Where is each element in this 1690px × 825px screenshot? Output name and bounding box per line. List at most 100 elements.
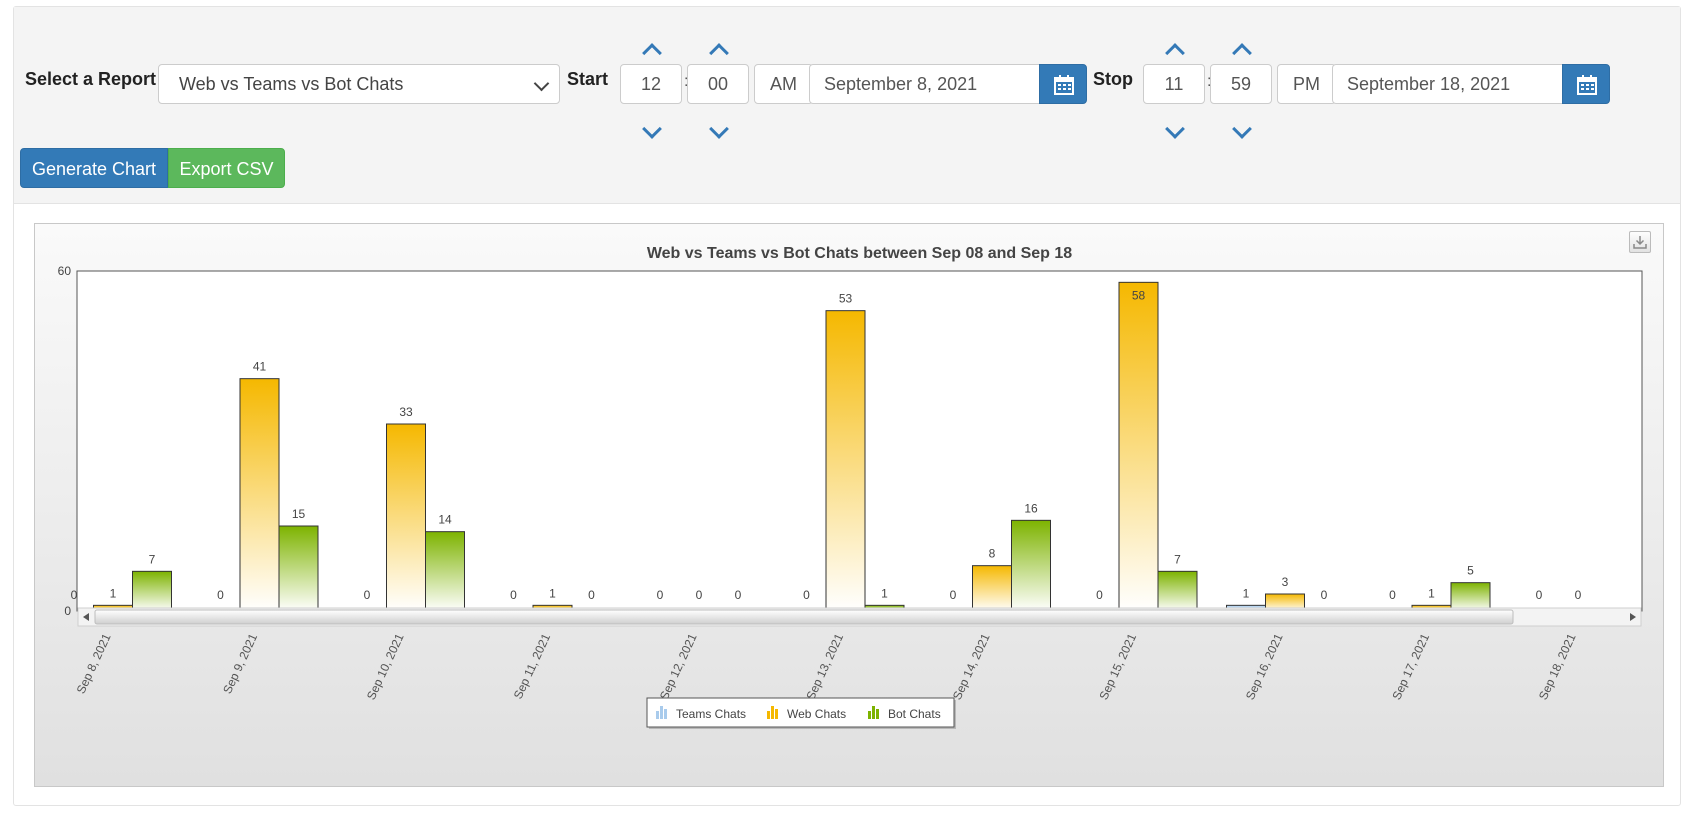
y-tick-label: 0 (64, 604, 71, 618)
x-tick-label: Sep 12, 2021 (657, 631, 700, 702)
legend-icon-bot-chats (876, 709, 879, 719)
data-label: 7 (1174, 552, 1181, 566)
download-icon (1633, 236, 1647, 249)
data-label: 14 (438, 513, 452, 527)
start-hour-up-icon[interactable] (642, 43, 662, 63)
stop-minute-up-icon[interactable] (1232, 43, 1252, 63)
report-select-value: Web vs Teams vs Bot Chats (179, 74, 404, 94)
export-csv-button[interactable]: Export CSV (168, 148, 285, 188)
data-label: 53 (839, 292, 853, 306)
x-tick-label: Sep 13, 2021 (803, 631, 846, 702)
bar-bot-chats (132, 570, 172, 612)
bar-bot-chats (278, 525, 319, 612)
legend-icon-bot-chats (872, 706, 875, 719)
stop-ampm-toggle[interactable]: PM (1277, 64, 1336, 104)
stop-hour-up-icon[interactable] (1165, 43, 1185, 63)
chart-title: Web vs Teams vs Bot Chats between Sep 08… (647, 245, 1072, 262)
bar-web-chats (1118, 281, 1159, 612)
legend-icon-web-chats (771, 706, 774, 719)
generate-chart-button[interactable]: Generate Chart (20, 148, 168, 188)
scrollbar-thumb (94, 609, 1514, 625)
data-label: 0 (1575, 588, 1582, 602)
report-controls: Select a Report Web vs Teams vs Bot Chat… (14, 7, 1680, 204)
chevron-down-icon (533, 75, 550, 92)
data-label: 8 (989, 547, 996, 561)
data-label: 0 (657, 588, 664, 602)
x-tick-label: Sep 8, 2021 (74, 631, 114, 696)
select-report-label: Select a Report (25, 69, 157, 89)
x-tick-label: Sep 11, 2021 (511, 631, 554, 701)
start-date-input[interactable]: September 8, 2021 (809, 64, 1045, 104)
scroll-right-icon (1630, 613, 1636, 621)
bar-bot-chats (1450, 582, 1491, 612)
chart-container: Web vs Teams vs Bot Chats between Sep 08… (34, 223, 1664, 787)
x-tick-label: Sep 10, 2021 (364, 631, 407, 702)
data-label: 0 (803, 588, 810, 602)
report-select[interactable]: Web vs Teams vs Bot Chats (158, 64, 560, 104)
data-label: 0 (364, 588, 371, 602)
bar-web-chats (825, 310, 866, 612)
chart-download-button[interactable] (1629, 231, 1651, 253)
legend-icon-web-chats (775, 709, 778, 719)
data-label: 7 (149, 552, 156, 566)
data-label: 3 (1282, 575, 1289, 589)
bar-bot-chats (425, 531, 465, 612)
data-label: 0 (696, 588, 703, 602)
data-label: 0 (735, 588, 742, 602)
data-label: 15 (292, 507, 306, 521)
bar-chart: Web vs Teams vs Bot Chats between Sep 08… (58, 245, 1643, 729)
data-label: 0 (1321, 588, 1328, 602)
stop-minute-down-icon[interactable] (1232, 119, 1252, 139)
data-label: 0 (1096, 588, 1103, 602)
x-tick-label: Sep 17, 2021 (1389, 631, 1432, 702)
bar-bot-chats (1157, 570, 1198, 612)
stop-hour-down-icon[interactable] (1165, 119, 1185, 139)
stop-calendar-button[interactable] (1562, 64, 1610, 104)
stop-label: Stop (1093, 69, 1133, 89)
y-tick-label: 60 (58, 264, 72, 278)
data-label: 0 (217, 588, 224, 602)
bar-web-chats (386, 423, 426, 612)
stop-hour-input[interactable]: 11 (1143, 64, 1205, 104)
data-label: 1 (549, 586, 556, 600)
scroll-left-icon (81, 613, 89, 621)
start-label: Start (567, 69, 609, 89)
data-label: 0 (588, 588, 595, 602)
data-label: 5 (1467, 564, 1474, 578)
legend-box (646, 697, 955, 728)
start-minute-up-icon[interactable] (709, 43, 729, 63)
report-panel: Select a Report Web vs Teams vs Bot Chat… (13, 6, 1681, 806)
legend-icon-bot-chats (868, 711, 871, 719)
x-tick-label: Sep 9, 2021 (220, 631, 260, 696)
bar-bot-chats (1011, 519, 1051, 612)
legend-icon-teams-chats (660, 706, 663, 719)
data-label: 41 (253, 360, 267, 374)
stop-date-input[interactable]: September 18, 2021 (1332, 64, 1568, 104)
legend-icon-teams-chats (656, 711, 659, 719)
stop-minute-input[interactable]: 59 (1210, 64, 1272, 104)
legend-item: Bot Chats (888, 707, 941, 721)
stop-colon: : (1207, 73, 1211, 91)
legend-icon-teams-chats (664, 709, 667, 719)
legend-item: Web Chats (787, 707, 846, 721)
start-calendar-button[interactable] (1039, 64, 1087, 104)
data-label: 0 (1389, 588, 1396, 602)
start-minute-down-icon[interactable] (709, 119, 729, 139)
data-label: 58 (1132, 288, 1146, 302)
start-minute-input[interactable]: 00 (687, 64, 749, 104)
x-tick-label: Sep 18, 2021 (1536, 631, 1579, 702)
data-label: 16 (1024, 501, 1038, 515)
data-label: 0 (1536, 588, 1543, 602)
start-hour-down-icon[interactable] (642, 119, 662, 139)
data-label: 0 (510, 588, 517, 602)
data-label: 1 (1243, 586, 1250, 600)
calendar-icon (1577, 75, 1597, 95)
data-label: 0 (71, 588, 78, 602)
start-hour-input[interactable]: 12 (620, 64, 682, 104)
bar-web-chats (972, 565, 1012, 612)
start-ampm-toggle[interactable]: AM (754, 64, 813, 104)
data-label: 1 (110, 586, 117, 600)
bar-web-chats (239, 378, 280, 612)
calendar-icon (1054, 75, 1074, 95)
x-tick-label: Sep 14, 2021 (950, 631, 993, 702)
